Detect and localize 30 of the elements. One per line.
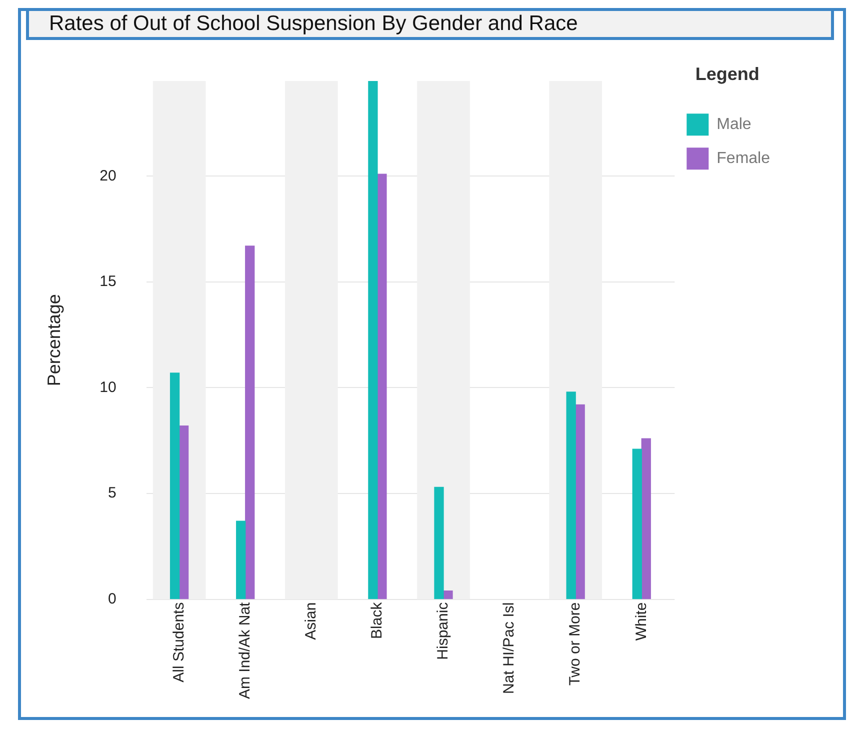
legend-title: Legend: [695, 64, 760, 84]
x-tick-label: Asian: [302, 602, 320, 640]
y-tick-label: 20: [100, 167, 116, 184]
bar: [170, 372, 180, 600]
bar: [178, 425, 189, 600]
x-tick-label: Nat HI/Pac Isl: [500, 602, 518, 694]
x-tick-label: All Students: [170, 602, 188, 682]
chart-title: Rates of Out of School Suspension By Gender and Race: [26, 8, 834, 40]
legend-label: Male: [716, 116, 752, 134]
y-axis-title: Percentage: [44, 294, 64, 386]
x-tick-label: White: [632, 602, 650, 641]
bar: [245, 246, 255, 600]
bar: [377, 174, 387, 600]
bar: [575, 404, 585, 600]
bar: [641, 438, 651, 600]
y-tick-label: 10: [100, 378, 116, 396]
y-tick-label: 0: [108, 590, 116, 608]
bar: [434, 486, 444, 600]
x-tick-label: Hispanic: [434, 602, 452, 660]
bar: [443, 590, 453, 600]
x-tick-label: Black: [368, 602, 386, 639]
bar: [368, 81, 378, 600]
bar: [632, 448, 642, 600]
bar: [566, 392, 576, 600]
x-tick-label: Two or More: [566, 602, 584, 686]
x-tick-label: Am Ind/Ak Nat: [236, 601, 254, 699]
bar: [236, 520, 246, 600]
legend-label: Female: [716, 150, 770, 168]
y-tick-label: 15: [100, 273, 116, 290]
y-tick-label: 5: [108, 484, 116, 502]
